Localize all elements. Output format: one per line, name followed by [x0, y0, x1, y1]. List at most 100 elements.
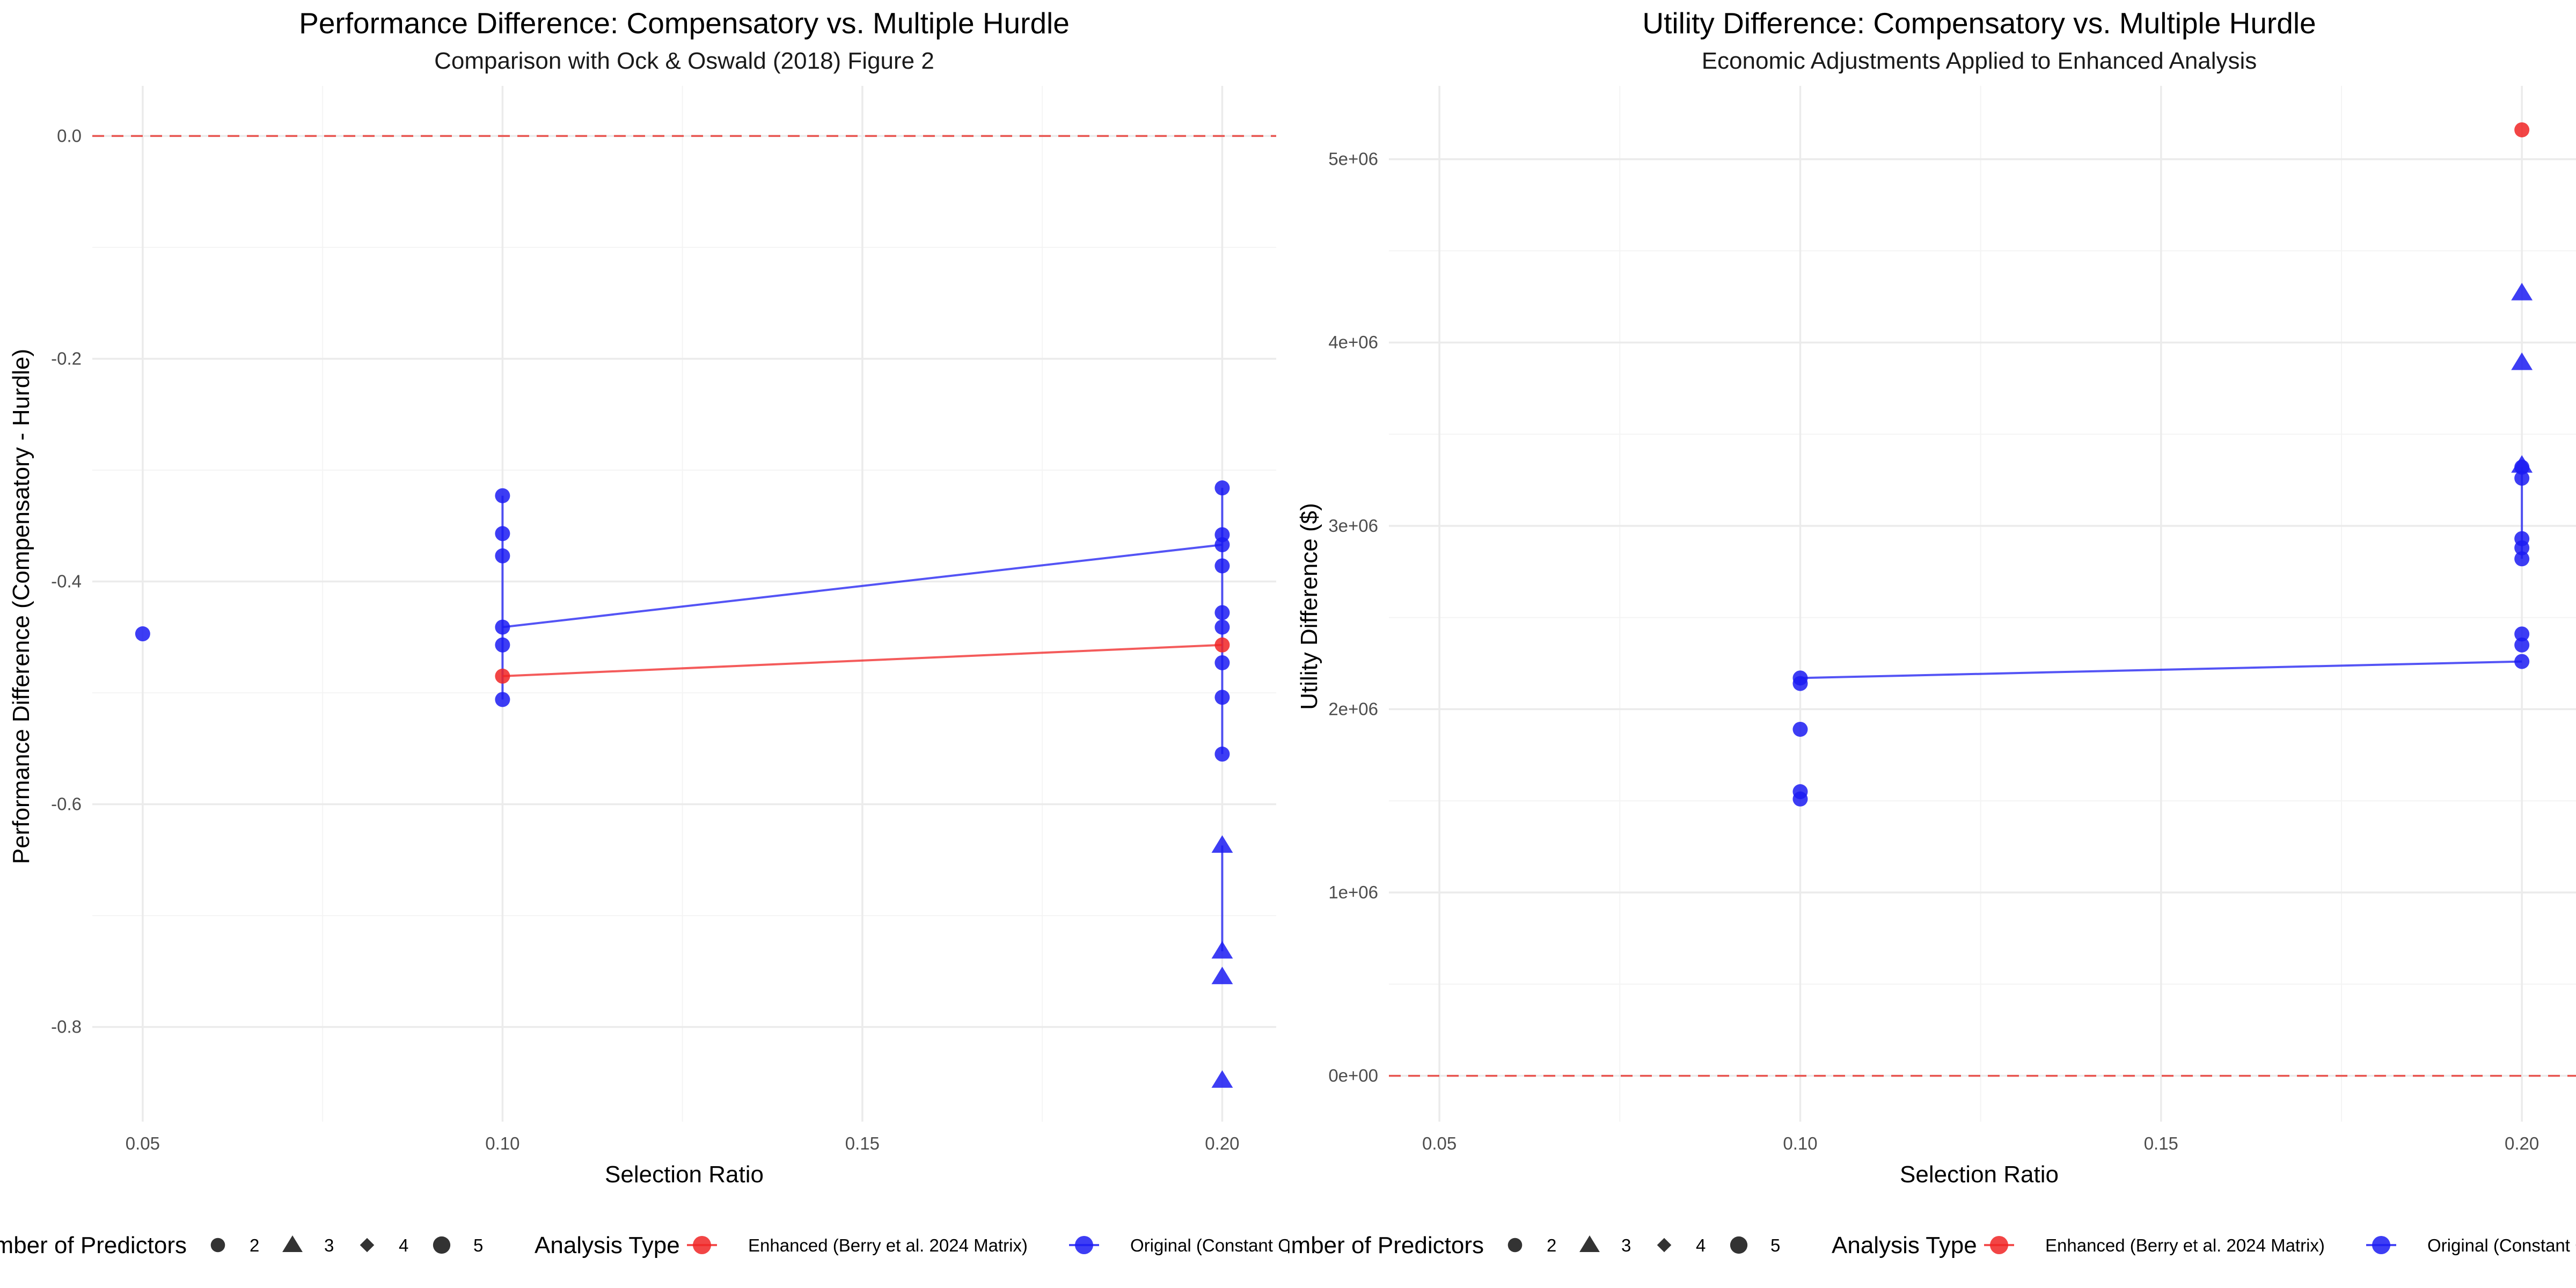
- original-data-point: [1214, 537, 1230, 553]
- x-tick-label: 0.05: [1422, 1133, 1457, 1153]
- original-data-point: [1211, 835, 1233, 853]
- original-data-point: [495, 488, 510, 503]
- utility-x-axis-title: Selection Ratio: [1900, 1161, 2059, 1188]
- original-data-point: [1211, 941, 1233, 959]
- y-tick-label: -0.8: [51, 1017, 82, 1037]
- original-data-point: [2514, 637, 2530, 653]
- legend-shape-label: 2: [250, 1235, 259, 1255]
- legend-enhanced-point-key: [1990, 1236, 2008, 1254]
- original-data-point: [495, 619, 510, 635]
- original-data-point: [1211, 1070, 1233, 1088]
- performance-chart-subtitle: Comparison with Ock & Oswald (2018) Figu…: [434, 48, 934, 74]
- original-data-point: [495, 692, 510, 707]
- utility-chart-title: Utility Difference: Compensatory vs. Mul…: [1642, 6, 2316, 40]
- utility-points: [1792, 122, 2533, 807]
- original-data-point: [1214, 655, 1230, 670]
- utility-legend: Number of Predictors 2 3 4 5 Analysis Type Enh…: [1261, 1232, 2576, 1258]
- original-data-point: [2514, 471, 2530, 486]
- performance-x-axis-title: Selection Ratio: [605, 1161, 764, 1188]
- legend-original-point-key: [2372, 1236, 2390, 1254]
- performance-gridlines: [92, 86, 1276, 1122]
- utility-y-ticks: 0e+00 1e+06 2e+06 3e+06 4e+06 5e+06: [1328, 149, 1378, 1086]
- y-tick-label: 0e+00: [1328, 1066, 1378, 1086]
- y-tick-label: 3e+06: [1328, 516, 1378, 536]
- x-tick-label: 0.15: [845, 1133, 880, 1153]
- utility-panel: Utility Difference: Compensatory vs. Mul…: [1296, 6, 2576, 1188]
- performance-x-ticks: 0.05 0.10 0.15 0.20: [126, 1133, 1240, 1153]
- original-data-point: [495, 637, 510, 653]
- original-data-point: [135, 626, 150, 642]
- enhanced-trend-line: [502, 643, 1223, 677]
- legend-shape-5-icon: [1730, 1236, 1748, 1254]
- performance-y-ticks: 0.0 -0.2 -0.4 -0.6 -0.8: [51, 126, 82, 1036]
- original-trend-line: [1800, 660, 2522, 679]
- original-data-point: [1214, 480, 1230, 496]
- enhanced-data-point: [1214, 637, 1230, 653]
- y-tick-label: -0.6: [51, 794, 82, 814]
- performance-y-axis-title: Performance Difference (Compensatory - H…: [8, 349, 34, 864]
- original-data-point: [1792, 670, 1808, 686]
- legend-type-title: Analysis Type: [1832, 1232, 1977, 1258]
- original-data-point: [1214, 619, 1230, 635]
- original-data-point: [2514, 551, 2530, 567]
- y-tick-label: 0.0: [57, 126, 82, 145]
- original-data-point: [2511, 455, 2533, 473]
- legend-shape-4-icon: [1657, 1238, 1672, 1253]
- utility-y-axis-title: Utility Difference ($): [1296, 503, 1322, 710]
- original-data-point: [2511, 283, 2533, 301]
- legend-shape-label: 3: [324, 1235, 334, 1255]
- original-data-point: [1214, 558, 1230, 574]
- legend-shape-label: 4: [1696, 1235, 1706, 1255]
- x-tick-label: 0.20: [2505, 1133, 2539, 1153]
- original-data-point: [2514, 654, 2530, 669]
- original-data-point: [2511, 352, 2533, 370]
- legend-shape-label: 5: [1770, 1235, 1780, 1255]
- enhanced-data-point: [2514, 122, 2530, 137]
- legend-shape-3-icon: [282, 1235, 303, 1252]
- legend-type-title: Analysis Type: [535, 1232, 680, 1258]
- performance-points: [135, 480, 1233, 1088]
- legend-shape-label: 5: [473, 1235, 483, 1255]
- x-tick-label: 0.20: [1205, 1133, 1239, 1153]
- original-trend-line: [502, 544, 1223, 628]
- y-tick-label: 5e+06: [1328, 149, 1378, 169]
- original-data-point: [1792, 784, 1808, 800]
- legend-shape-label: 2: [1547, 1235, 1556, 1255]
- utility-chart-subtitle: Economic Adjustments Applied to Enhanced…: [1702, 48, 2257, 74]
- legend-type-label: Enhanced (Berry et al. 2024 Matrix): [2045, 1235, 2325, 1255]
- original-data-point: [1214, 690, 1230, 705]
- legend-enhanced-point-key: [693, 1236, 711, 1254]
- original-data-point: [1214, 747, 1230, 762]
- y-tick-label: -0.4: [51, 571, 82, 591]
- x-tick-label: 0.10: [1783, 1133, 1817, 1153]
- legend-shape-label: 3: [1621, 1235, 1631, 1255]
- legend-type-label: Enhanced (Berry et al. 2024 Matrix): [748, 1235, 1028, 1255]
- legend-shape-title: Number of Predictors: [1261, 1232, 1484, 1258]
- legend-shape-2-icon: [210, 1238, 225, 1253]
- original-data-point: [1211, 967, 1233, 984]
- performance-chart-title: Performance Difference: Compensatory vs.…: [299, 6, 1070, 40]
- legend-type-label: Original (Constant Correlation): [1130, 1235, 1371, 1255]
- original-data-point: [2514, 531, 2530, 546]
- enhanced-data-point: [495, 668, 510, 684]
- y-tick-label: 1e+06: [1328, 882, 1378, 902]
- legend-shape-2-icon: [1507, 1238, 1523, 1253]
- legend-shape-5-icon: [433, 1236, 451, 1254]
- original-data-point: [1792, 721, 1808, 737]
- original-data-point: [495, 526, 510, 541]
- y-tick-label: 4e+06: [1328, 332, 1378, 352]
- utility-gridlines: [1389, 86, 2576, 1122]
- performance-panel: Performance Difference: Compensatory vs.…: [8, 6, 1276, 1188]
- legend-shape-4-icon: [360, 1238, 375, 1253]
- x-tick-label: 0.15: [2144, 1133, 2178, 1153]
- original-data-point: [495, 548, 510, 564]
- original-data-point: [2514, 626, 2530, 642]
- legend-shape-title: Number of Predictors: [0, 1232, 187, 1258]
- legend-original-point-key: [1075, 1236, 1093, 1254]
- utility-x-ticks: 0.05 0.10 0.15 0.20: [1422, 1133, 2539, 1153]
- original-data-point: [1214, 605, 1230, 620]
- legend-shape-label: 4: [399, 1235, 408, 1255]
- x-tick-label: 0.05: [126, 1133, 160, 1153]
- x-tick-label: 0.10: [485, 1133, 519, 1153]
